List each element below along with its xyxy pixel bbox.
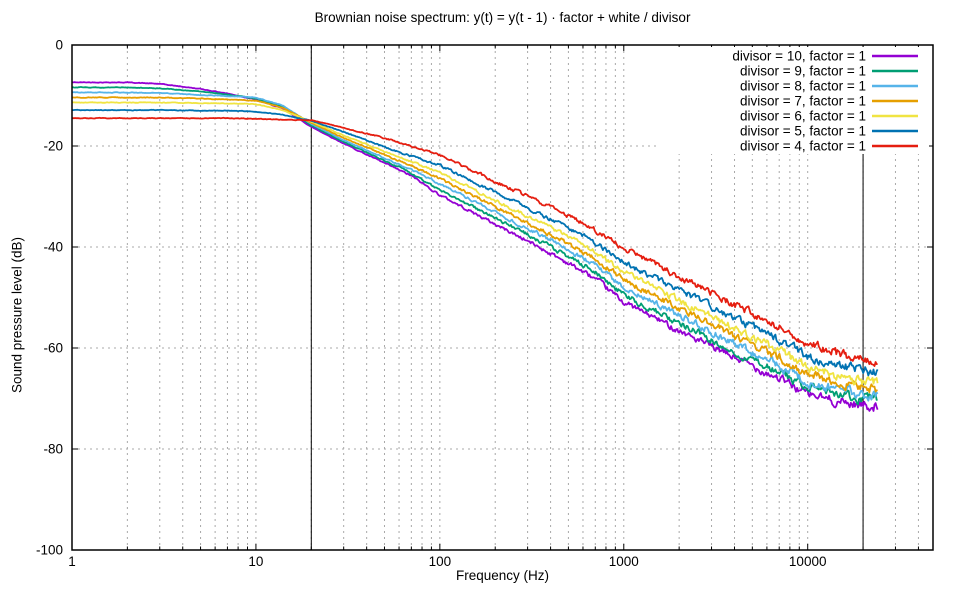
series-curve <box>71 86 878 406</box>
y-tick-label: 0 <box>55 38 63 53</box>
x-tick-label: 10 <box>248 554 263 569</box>
legend-entry-label: divisor = 7, factor = 1 <box>740 94 866 109</box>
series-curve <box>71 108 879 377</box>
plot-border <box>71 44 934 551</box>
series-curve <box>71 91 879 402</box>
y-tick-label: -100 <box>36 543 63 558</box>
series-curve <box>71 96 878 394</box>
x-tick-label: 100 <box>429 554 452 569</box>
series-curve <box>71 116 878 367</box>
x-tick-label: 1000 <box>609 554 639 569</box>
x-tick-label: 10000 <box>789 554 827 569</box>
x-tick-label: 1 <box>68 554 76 569</box>
legend-entry-label: divisor = 6, factor = 1 <box>740 109 866 124</box>
y-tick-label: -60 <box>43 341 63 356</box>
legend-entry-label: divisor = 4, factor = 1 <box>740 139 866 154</box>
y-tick-label: -20 <box>43 139 63 154</box>
legend-entry-label: divisor = 10, factor = 1 <box>732 49 866 64</box>
legend-entry-label: divisor = 8, factor = 1 <box>740 79 866 94</box>
series-curve <box>71 101 879 386</box>
x-axis-label: Frequency (Hz) <box>455 568 550 583</box>
chart-title: Brownian noise spectrum: y(t) = y(t - 1)… <box>314 10 691 25</box>
legend-entry-label: divisor = 5, factor = 1 <box>740 124 866 139</box>
legend-entry-label: divisor = 9, factor = 1 <box>740 64 866 79</box>
y-tick-label: -40 <box>43 240 63 255</box>
y-tick-label: -80 <box>43 442 63 457</box>
